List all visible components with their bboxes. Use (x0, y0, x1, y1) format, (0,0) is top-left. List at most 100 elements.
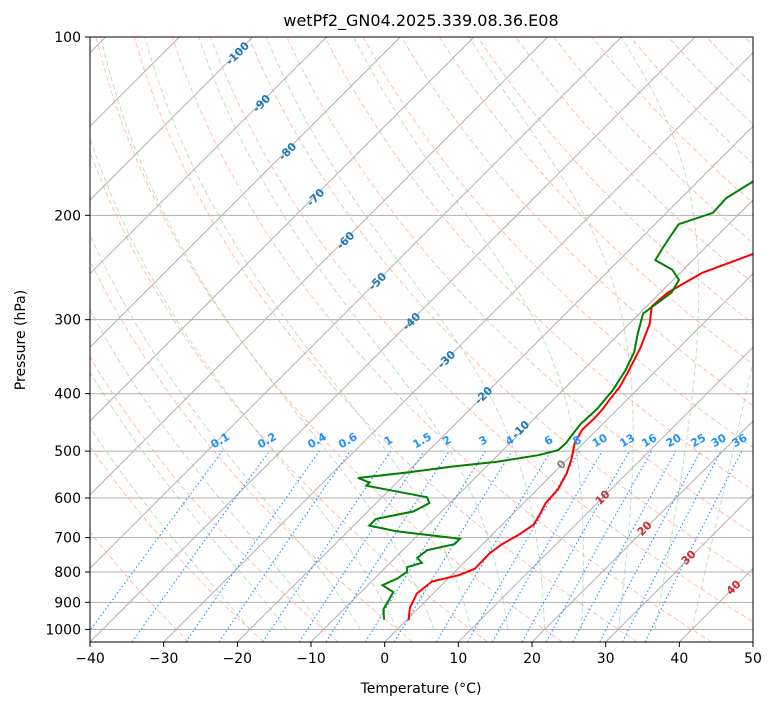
isotherm-label: -50 (366, 270, 389, 293)
mixing-ratio-line (435, 450, 552, 642)
isotherm-gridline (163, 51, 753, 642)
moist-adiabat-line (144, 37, 472, 630)
isotherm-gridline (310, 199, 753, 642)
mixing-ratio-line (262, 450, 392, 642)
dry-adiabat-line (90, 531, 190, 642)
x-tick-label: −20 (223, 651, 253, 667)
x-tick-label: 40 (670, 651, 688, 667)
moist-adiabat-line (691, 358, 753, 630)
isotherm-gridline (90, 37, 328, 275)
line-labels: -100-90-80-70-60-50-40-30-20-10010203040… (208, 39, 749, 598)
isotherm-gridline (384, 272, 753, 642)
isotherm-label: 30 (679, 547, 699, 567)
isotherm-gridline (90, 37, 622, 570)
y-tick-label: 400 (54, 387, 81, 403)
mixing-ratio-line (185, 450, 320, 642)
mixing-ratio-line (521, 450, 630, 642)
moist-adiabat-line (90, 371, 288, 630)
dry-adiabat-line (553, 37, 753, 244)
mixing-ratio-line (644, 450, 743, 642)
y-tick-label: 800 (54, 565, 81, 581)
dewpoint-profile-line (357, 180, 753, 620)
mixing-ratio-line (325, 450, 450, 642)
moist-adiabat-line (90, 308, 324, 630)
dry-adiabat-line (591, 37, 753, 204)
y-tick-label: 100 (54, 30, 81, 46)
mixing-ratio-label: 6 (542, 433, 555, 448)
mixing-ratio-label: 0.1 (208, 430, 231, 451)
isotherm-gridline (605, 493, 753, 642)
dry-adiabat-line (90, 259, 414, 642)
x-tick-label: 30 (597, 651, 615, 667)
isotherm-gridline (457, 346, 753, 642)
moist-adiabat-line (198, 37, 509, 630)
dry-adiabat-line (171, 37, 712, 642)
y-tick-label: 500 (54, 444, 81, 460)
sounding-series (357, 180, 753, 621)
mixing-ratio-label: 2 (440, 433, 453, 448)
mixing-ratio-label: 0.6 (336, 430, 360, 451)
mixing-ratio-line (298, 450, 425, 642)
moist-adiabat-line (90, 426, 251, 630)
dry-adiabat-line (90, 356, 339, 642)
mixing-ratio-line (545, 450, 653, 642)
mixing-ratio-line (218, 450, 351, 642)
isotherm-label: -40 (400, 310, 423, 333)
x-tick-label: 0 (380, 651, 389, 667)
isotherm-label: -60 (334, 229, 357, 252)
isotherm-label: -70 (304, 186, 327, 209)
y-tick-label: 900 (54, 595, 81, 611)
dry-adiabat-line (438, 37, 753, 366)
x-tick-label: −30 (149, 651, 179, 667)
moist-adiabat-line (620, 37, 700, 630)
dry-adiabat-line (90, 150, 488, 642)
moist-adiabat-line (90, 233, 361, 630)
x-axis-label: Temperature (°C) (360, 681, 482, 697)
reference-lines (90, 37, 753, 642)
mixing-ratio-line (599, 450, 701, 642)
moist-adiabat-line (100, 37, 435, 630)
moist-adiabat-line (353, 37, 584, 630)
isotherm-gridline (752, 641, 753, 642)
mixing-ratio-line (131, 450, 270, 642)
mixing-ratio-label: 8 (571, 433, 584, 448)
dry-adiabat-line (95, 37, 563, 642)
dry-adiabat-line (400, 37, 753, 407)
dry-adiabat-line (90, 445, 264, 642)
isotherm-gridline (90, 37, 549, 496)
mixing-ratio-label: 0.4 (305, 430, 329, 451)
isotherm-label: -80 (276, 140, 299, 163)
y-tick-label: 700 (54, 531, 81, 547)
moist-adiabat-line (468, 37, 634, 630)
x-tick-label: −10 (296, 651, 326, 667)
temperature-profile-line (407, 253, 753, 621)
y-axis-label: Pressure (hPa) (13, 290, 29, 390)
dry-adiabat-line (668, 37, 753, 125)
isotherm-label: -10 (509, 418, 532, 441)
isotherm-gridline (531, 420, 753, 642)
mixing-ratio-label: 1.5 (411, 430, 434, 451)
x-tick-label: 20 (523, 651, 541, 667)
mixing-ratio-label: 1 (382, 433, 395, 448)
isotherm-gridline (90, 37, 475, 422)
mixing-ratio-label: 13 (617, 431, 637, 450)
dry-adiabat-line (744, 37, 753, 47)
x-tick-label: −40 (75, 651, 105, 667)
mixing-ratio-label: 16 (639, 431, 659, 450)
isotherm-gridline (90, 37, 696, 642)
plot-frame (89, 36, 754, 643)
mixing-ratio-label: 30 (709, 431, 729, 450)
axes: −40 −30 −20 −10 0 10 20 30 40 5010020030040050060… (45, 30, 762, 667)
moist-adiabat-line (265, 37, 546, 630)
mixing-ratio-line (572, 450, 677, 642)
isotherm-gridline (678, 567, 753, 642)
isotherm-label: -100 (223, 39, 252, 68)
mixing-ratio-label: 36 (730, 431, 750, 450)
isotherm-gridline (90, 37, 254, 201)
dry-adiabat-line (324, 37, 753, 491)
mixing-ratio-label: 3 (477, 433, 490, 448)
moist-adiabat-line (90, 136, 398, 630)
isotherm-gridline (90, 37, 401, 349)
mixing-ratio-label: 25 (688, 431, 708, 450)
